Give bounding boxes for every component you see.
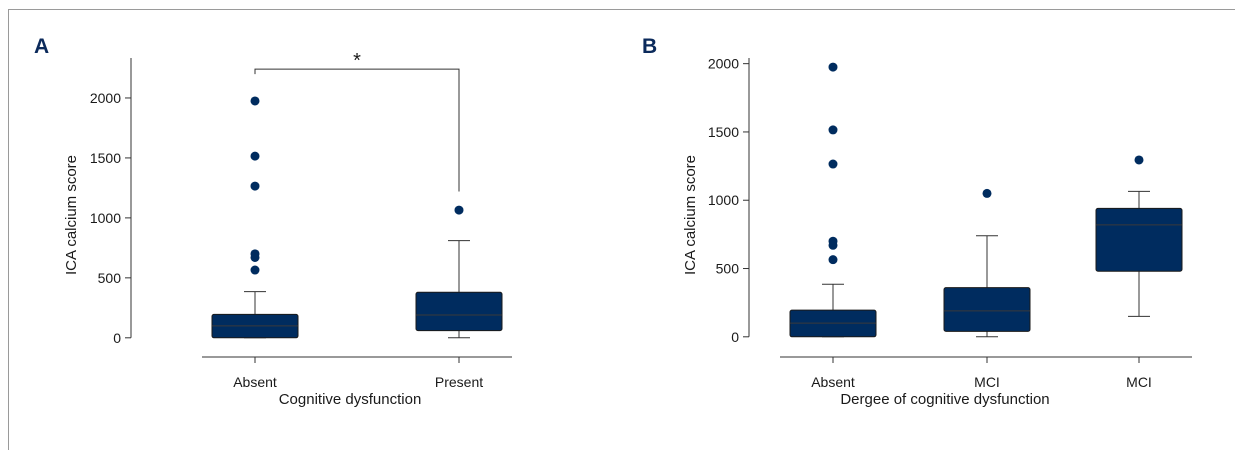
panel-b-outlier-point bbox=[828, 125, 838, 135]
panel-b-outlier-point bbox=[982, 188, 992, 198]
figure-frame-left bbox=[8, 9, 9, 450]
panel-a-y-tick-label: 1000 bbox=[90, 210, 121, 226]
panel-b-y-tick-label: 2000 bbox=[708, 56, 739, 72]
panel-b-box bbox=[943, 287, 1031, 332]
panel-a: A ICA calcium score Cognitive dysfunctio… bbox=[34, 35, 512, 408]
panel-a-label: A bbox=[34, 35, 49, 58]
figure-frame-top bbox=[8, 9, 1235, 10]
panel-b-x-tick-label: MCI bbox=[974, 374, 1000, 390]
panel-b-y-tick-label: 1000 bbox=[708, 192, 739, 208]
panel-a-significance-bracket bbox=[254, 68, 460, 192]
panel-a-significance-star: * bbox=[353, 50, 361, 72]
panel-b-box bbox=[1095, 207, 1183, 272]
panel-b-outlier-point bbox=[828, 159, 838, 169]
panel-a-box bbox=[415, 291, 503, 332]
panel-a-outlier-point bbox=[250, 181, 260, 191]
panel-a-y-tick-label: 1500 bbox=[90, 150, 121, 166]
panel-b-outlier-point bbox=[828, 255, 838, 265]
panel-b-outlier-point bbox=[1134, 155, 1144, 165]
panel-b-y-tick-label: 500 bbox=[716, 261, 740, 277]
panel-b-label: B bbox=[642, 35, 657, 58]
panel-b-y-tick-label: 1500 bbox=[708, 124, 739, 140]
panel-a-y-axis-label: ICA calcium score bbox=[63, 155, 80, 275]
panel-b: B ICA calcium score Dergee of cognitive … bbox=[642, 35, 1192, 408]
panel-a-outlier-point bbox=[250, 249, 260, 259]
panel-b-x-tick-label: MCI bbox=[1126, 374, 1152, 390]
panel-a-outlier-point bbox=[454, 205, 464, 215]
panel-a-outlier-point bbox=[250, 96, 260, 106]
panel-a-x-axis-label: Cognitive dysfunction bbox=[279, 391, 422, 408]
panel-b-y-tick-label: 0 bbox=[731, 329, 739, 345]
panel-a-outlier-point bbox=[250, 265, 260, 275]
panel-a-y-tick-label: 2000 bbox=[90, 90, 121, 106]
panel-a-y-tick-label: 0 bbox=[113, 330, 121, 346]
panel-b-outlier-point bbox=[828, 62, 838, 72]
panel-a-y-tick-label: 500 bbox=[98, 270, 122, 286]
panel-b-y-axis-label: ICA calcium score bbox=[682, 155, 699, 275]
panel-a-outlier-point bbox=[250, 151, 260, 161]
panel-b-x-axis-label: Dergee of cognitive dysfunction bbox=[840, 391, 1049, 408]
panel-a-x-tick-label: Absent bbox=[233, 374, 277, 390]
panel-b-x-tick-label: Absent bbox=[811, 374, 855, 390]
panel-a-x-tick-label: Present bbox=[435, 374, 483, 390]
panel-b-outlier-point bbox=[828, 236, 838, 246]
